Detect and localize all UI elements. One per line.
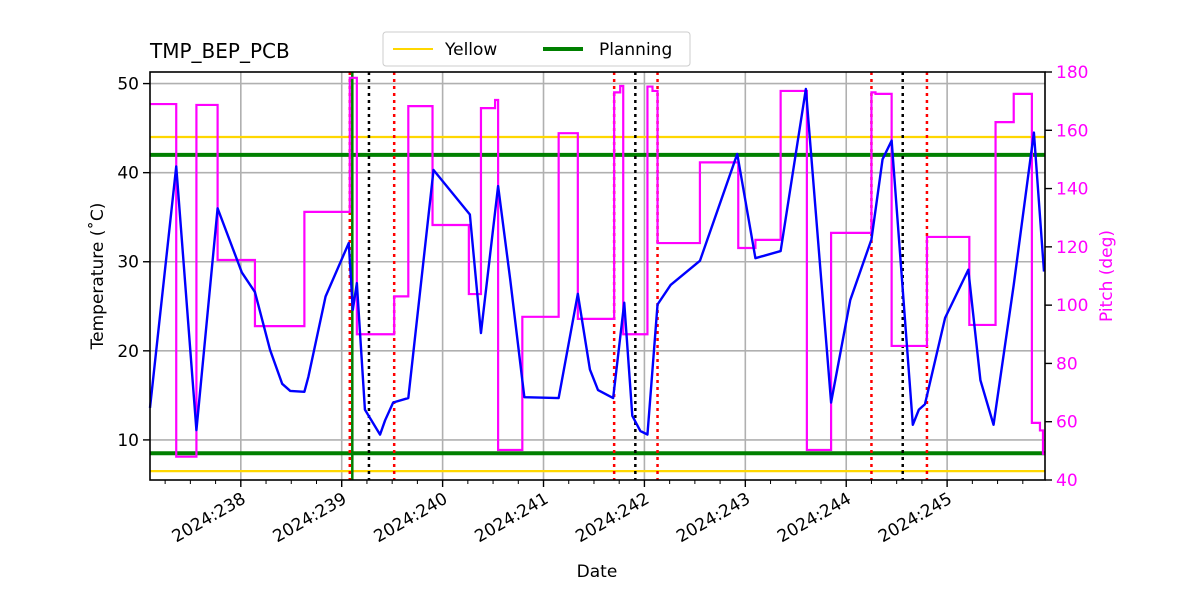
- y-tick-label: 50: [117, 75, 139, 95]
- x-tick-label: 2024:242: [572, 489, 653, 547]
- axes-frame: [149, 71, 1046, 481]
- y2-tick-label: 100: [1056, 296, 1088, 316]
- x-tick-label: 2024:238: [169, 489, 250, 547]
- legend-label-planning: Planning: [599, 40, 672, 60]
- y-tick-label: 30: [117, 253, 139, 273]
- y-tick-label: 40: [117, 164, 139, 184]
- y2-tick-label: 180: [1056, 63, 1088, 83]
- y2-tick-label: 60: [1056, 413, 1078, 433]
- series: [148, 76, 1046, 458]
- y-axis-left: 10 20 30 40 50: [117, 75, 150, 451]
- event-lines: [348, 72, 929, 480]
- y2-tick-label: 40: [1056, 471, 1078, 491]
- y2-tick-label: 80: [1056, 354, 1078, 374]
- chart-title: TMP_BEP_PCB: [149, 39, 290, 63]
- threshold-lines: [150, 135, 1045, 473]
- x-tick-label: 2024:240: [371, 489, 452, 547]
- x-tick-label: 2024:243: [673, 489, 754, 547]
- y2-axis-label: Pitch (deg): [1097, 230, 1117, 322]
- x-axis: 2024:238 2024:239 2024:240 2024:241 2024:242…: [164, 480, 1024, 547]
- y-axis-label: Temperature (˚C): [87, 203, 108, 351]
- y2-tick-label: 160: [1056, 121, 1088, 141]
- pitch-line: [150, 76, 1045, 458]
- legend-label-yellow: Yellow: [444, 40, 497, 60]
- legend: Yellow Planning: [382, 31, 691, 67]
- x-tick-label: 2024:239: [270, 489, 351, 547]
- legend-box: [382, 31, 691, 67]
- y-tick-label: 20: [117, 342, 139, 362]
- y2-tick-label: 140: [1056, 180, 1088, 200]
- grid: [150, 72, 1045, 480]
- x-tick-label: 2024:244: [774, 489, 855, 547]
- y2-tick-label: 120: [1056, 238, 1088, 258]
- y-axis-right: 40 60 80 100 120 140 160 180: [1045, 63, 1088, 491]
- x-tick-label: 2024:245: [875, 489, 956, 547]
- temperature-line: [148, 87, 1046, 436]
- y-tick-label: 10: [117, 431, 139, 451]
- x-axis-label: Date: [577, 562, 618, 582]
- x-tick-label: 2024:241: [471, 489, 552, 547]
